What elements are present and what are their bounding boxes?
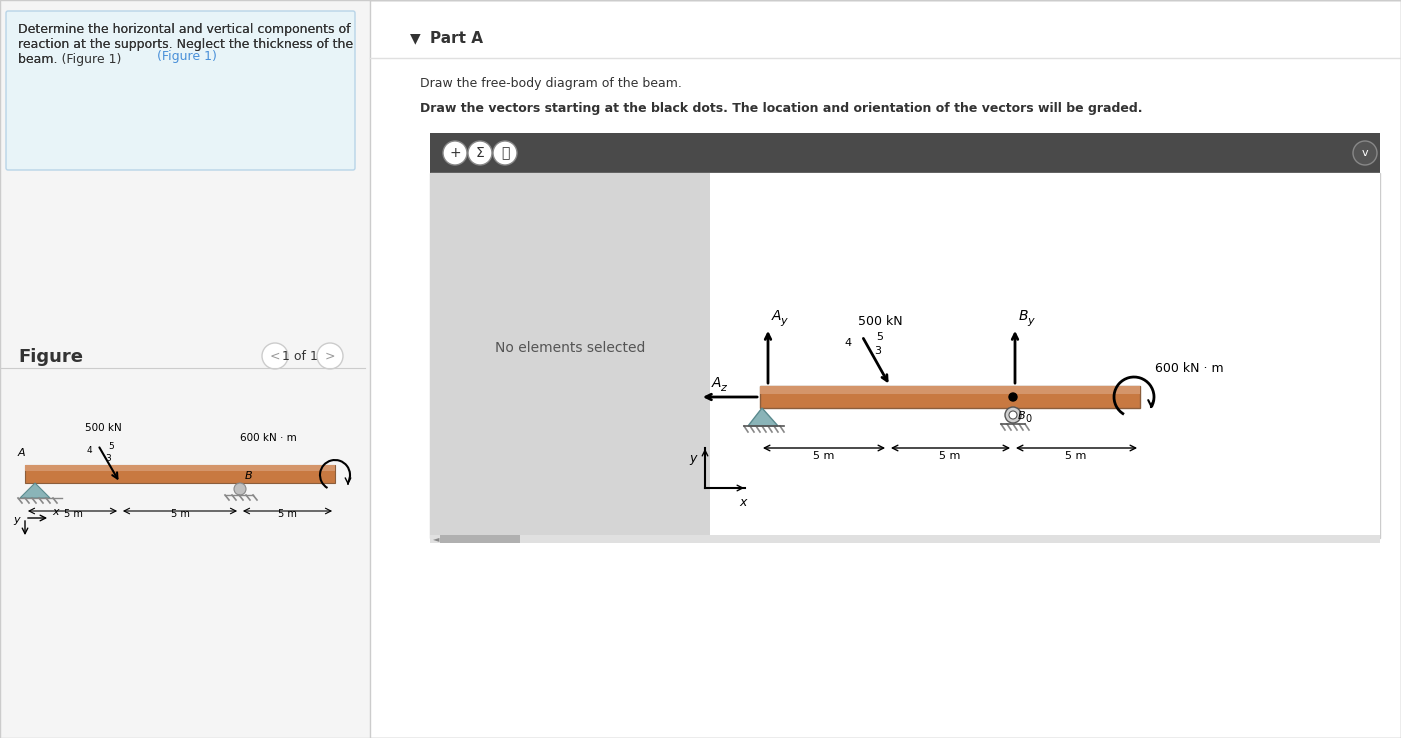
Text: Draw the free-body diagram of the beam.: Draw the free-body diagram of the beam. [420,77,682,89]
Bar [430,173,1380,538]
Text: (Figure 1): (Figure 1) [157,50,217,63]
Text: 5 m: 5 m [171,509,189,519]
Polygon shape [20,483,50,498]
Text: Determine the horizontal and vertical components of
reaction at the supports. Ne: Determine the horizontal and vertical co… [18,23,353,66]
Text: y: y [14,515,20,525]
Circle shape [317,343,343,369]
Circle shape [234,483,247,495]
Text: 3: 3 [105,454,111,463]
Text: 1 of 1: 1 of 1 [282,350,318,362]
Polygon shape [748,408,778,426]
Bar [440,535,520,543]
Bar [430,133,1380,173]
Text: y: y [780,316,786,326]
Text: 500 kN: 500 kN [85,423,122,433]
Text: 600 kN · m: 600 kN · m [240,433,297,443]
Bar [710,173,1380,538]
Circle shape [1009,411,1017,419]
Text: 5: 5 [108,442,113,451]
Text: Draw the vectors starting at the black dots. The location and orientation of the: Draw the vectors starting at the black d… [420,102,1142,114]
Text: A: A [18,448,25,458]
Text: Σ: Σ [475,146,485,160]
Circle shape [443,141,467,165]
Text: x: x [52,507,59,517]
Text: 3: 3 [874,346,881,356]
Text: 🗑: 🗑 [500,146,509,160]
Text: ◄: ◄ [433,534,440,543]
Bar [759,386,1140,394]
Text: 500 kN: 500 kN [857,315,902,328]
Circle shape [1353,141,1377,165]
Text: 4: 4 [845,338,852,348]
Bar [25,465,335,471]
Text: <: < [270,350,280,362]
Text: Figure: Figure [18,348,83,366]
Text: Part A: Part A [430,30,483,46]
Bar [430,173,710,538]
Text: z: z [720,383,726,393]
Text: 5 m: 5 m [277,509,297,519]
Circle shape [468,141,492,165]
Text: A: A [712,376,722,390]
Text: 5 m: 5 m [63,509,83,519]
FancyBboxPatch shape [6,11,354,170]
Text: 600 kN · m: 600 kN · m [1154,362,1223,374]
Bar [25,465,335,483]
Bar [370,0,1401,738]
Text: 5 m: 5 m [1065,451,1087,461]
Bar [759,386,1140,408]
Text: 5: 5 [876,332,883,342]
Text: 4: 4 [87,446,92,455]
Bar [430,535,1380,543]
Text: Determine the horizontal and vertical components of
reaction at the supports. Ne: Determine the horizontal and vertical co… [18,23,353,66]
Text: 5 m: 5 m [814,451,835,461]
Text: y: y [689,452,698,464]
Circle shape [1009,393,1017,401]
Text: ▼: ▼ [410,31,420,45]
Text: 0: 0 [1026,414,1031,424]
Text: y: y [1027,316,1034,326]
Text: v: v [1362,148,1369,158]
Text: A: A [772,309,782,323]
Circle shape [493,141,517,165]
Circle shape [1005,407,1021,423]
Text: 5 m: 5 m [939,451,961,461]
Text: B: B [245,471,252,481]
Text: No elements selected: No elements selected [495,341,646,355]
Circle shape [262,343,289,369]
Text: +: + [450,146,461,160]
Text: x: x [740,496,747,509]
Text: B: B [1019,411,1026,421]
Text: B: B [1019,309,1028,323]
Text: >: > [325,350,335,362]
